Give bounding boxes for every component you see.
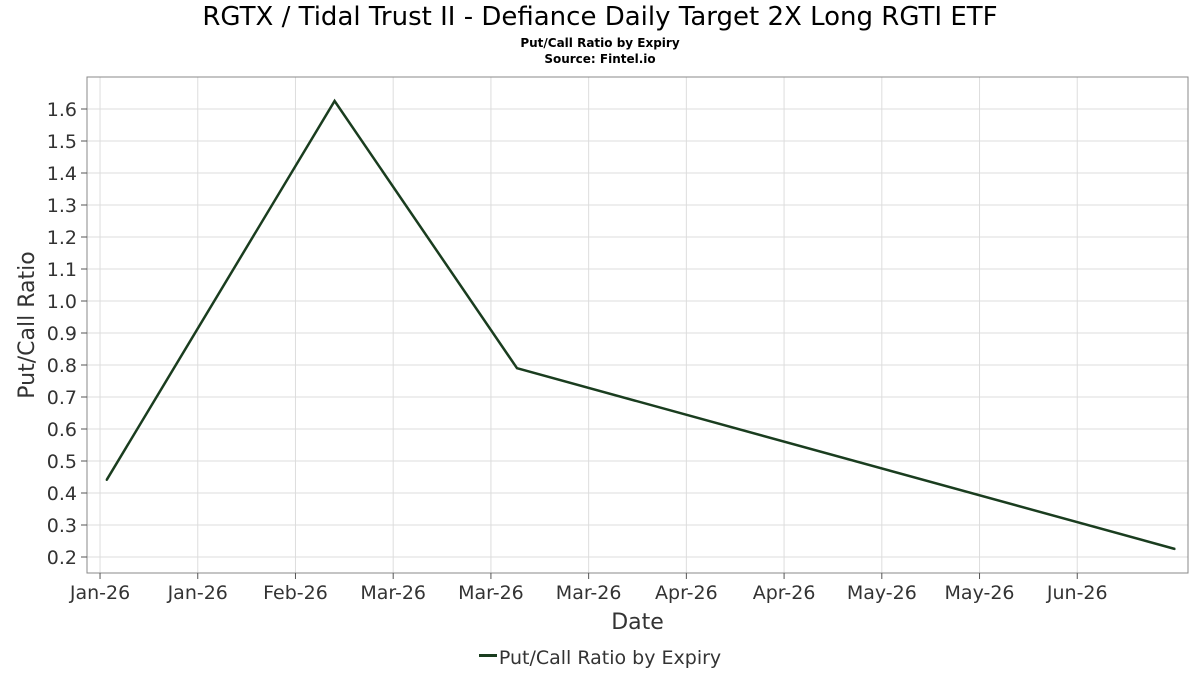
- y-tick-label: 1.5: [47, 131, 77, 153]
- y-tick-label: 1.3: [47, 195, 77, 217]
- series-line: [105, 98, 1176, 551]
- chart-subtitle: Put/Call Ratio by Expiry: [520, 36, 680, 50]
- data-point: [516, 367, 518, 370]
- x-tick-label: Feb-26: [263, 582, 328, 604]
- legend: Put/Call Ratio by Expiry: [0, 647, 1200, 669]
- data-point: [105, 479, 108, 482]
- y-tick-label: 0.2: [47, 547, 77, 569]
- x-tick-label: Mar-26: [360, 582, 426, 604]
- series-layer: [105, 98, 1176, 551]
- y-tick-label: 0.3: [47, 515, 77, 537]
- x-tick-label: May-26: [945, 582, 1015, 604]
- x-axis-ticks: Jan-26 Jan-26 Feb-26 Mar-26 Mar-26 Mar-26 Apr-…: [69, 573, 1108, 604]
- y-tick-label: 1.1: [47, 259, 77, 281]
- x-axis-label: Date: [611, 610, 664, 635]
- grid-lines: [87, 77, 1188, 573]
- y-axis-ticks: 0.2 0.3 0.4 0.5 0.6 0.7 0.8 0.9 1.0 1.1 1.2 1.3 1.4 1…: [47, 99, 87, 569]
- legend-line-swatch: [478, 654, 497, 657]
- y-tick-label: 1.4: [47, 163, 77, 185]
- plot-frame: [86, 76, 1189, 574]
- y-tick-label: 0.7: [47, 387, 77, 409]
- y-tick-label: 1.0: [47, 291, 77, 313]
- x-tick-label: Mar-26: [556, 582, 622, 604]
- y-tick-label: 0.4: [47, 483, 77, 505]
- x-tick-label: May-26: [847, 582, 917, 604]
- data-point: [1174, 548, 1176, 550]
- x-tick-label: Jun-26: [1046, 582, 1108, 604]
- x-tick-label: Mar-26: [458, 582, 524, 604]
- x-tick-label: Jan-26: [69, 582, 130, 604]
- y-tick-label: 0.8: [47, 355, 77, 377]
- y-tick-label: 1.2: [47, 227, 77, 249]
- chart-source: Source: Fintel.io: [544, 52, 656, 66]
- y-tick-label: 0.9: [47, 323, 77, 345]
- x-tick-label: Jan-26: [167, 582, 228, 604]
- legend-label: Put/Call Ratio by Expiry: [498, 647, 722, 669]
- x-tick-label: Apr-26: [655, 582, 718, 604]
- chart-title: RGTX / Tidal Trust II - Defiance Daily T…: [202, 2, 998, 32]
- data-point: [333, 100, 336, 102]
- y-axis-label: Put/Call Ratio: [15, 251, 40, 398]
- y-tick-label: 1.6: [47, 99, 77, 121]
- y-tick-label: 0.5: [47, 451, 77, 473]
- y-tick-label: 0.6: [47, 419, 77, 441]
- x-tick-label: Apr-26: [753, 582, 816, 604]
- chart-svg: 0.2 0.3 0.4 0.5 0.6 0.7 0.8 0.9 1.0 1.1 1.2 1.3 1.4 1…: [15, 76, 1189, 635]
